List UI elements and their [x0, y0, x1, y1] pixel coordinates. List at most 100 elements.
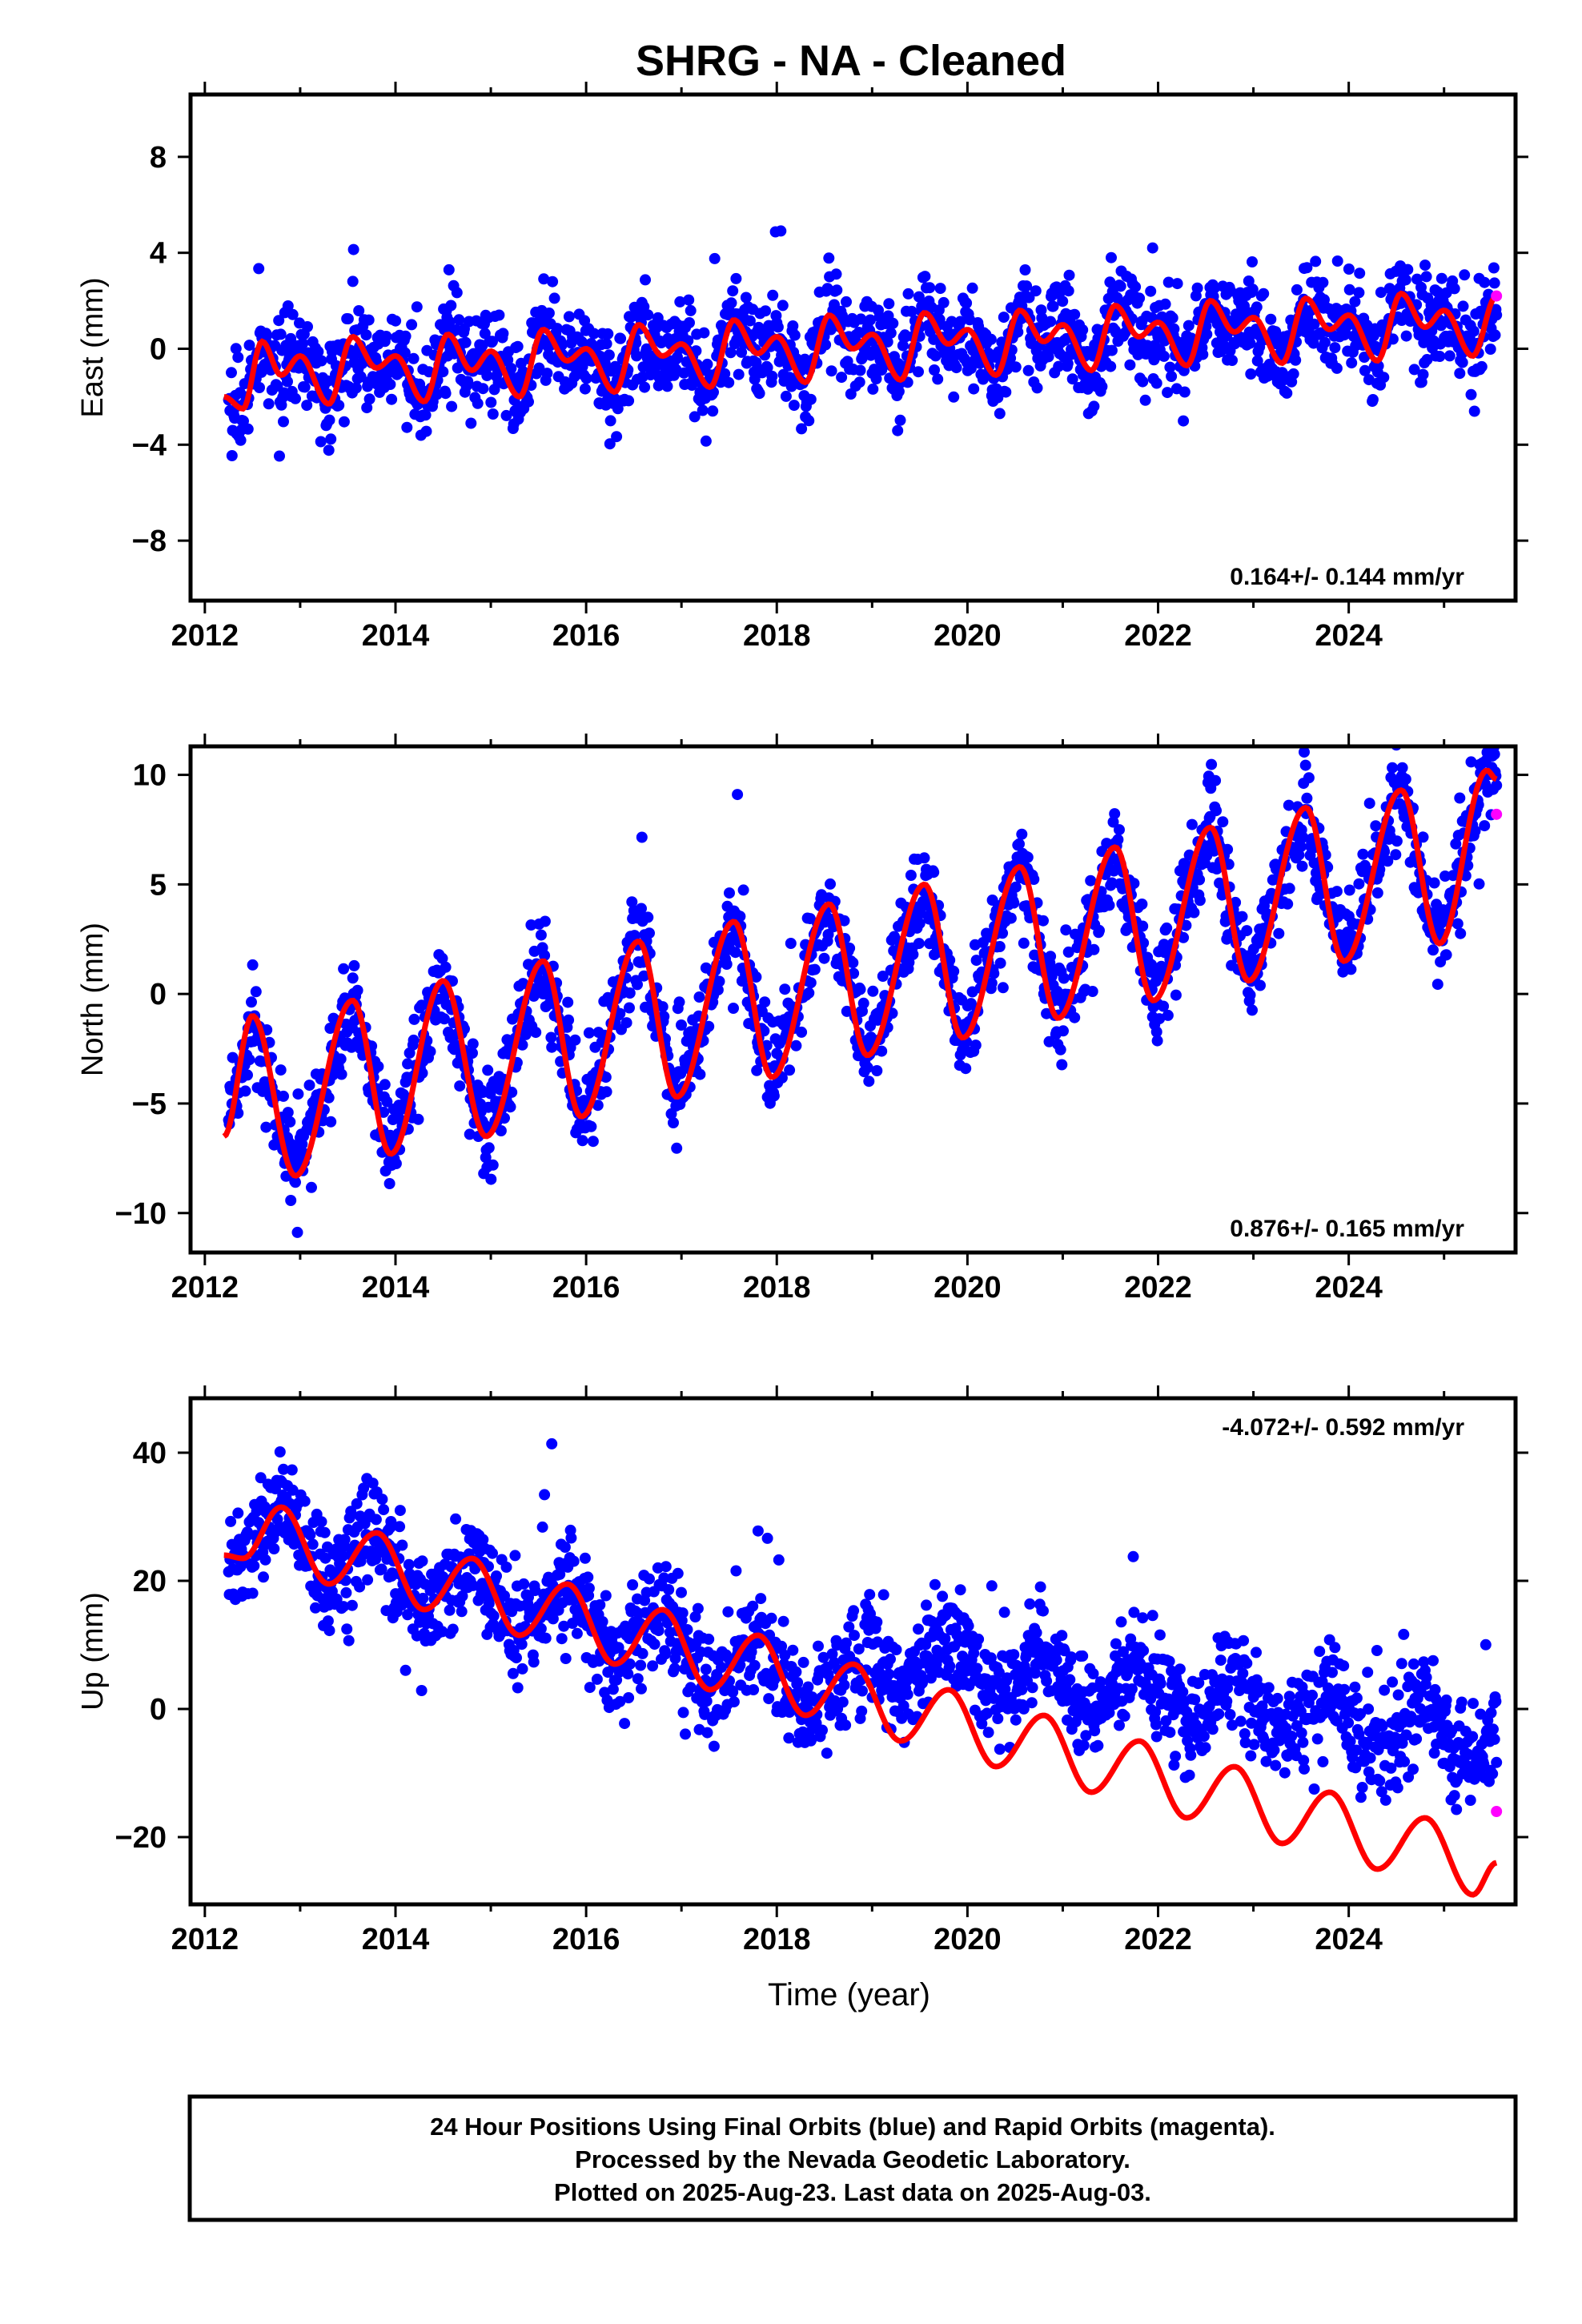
final-orbit-point: [838, 915, 850, 927]
final-orbit-point: [485, 396, 497, 408]
final-orbit-point: [813, 1640, 824, 1652]
final-orbit-point: [1016, 828, 1028, 840]
final-orbit-point: [543, 308, 555, 319]
final-orbit-point: [502, 354, 514, 366]
final-orbit-point: [1146, 242, 1158, 254]
final-orbit-point: [1182, 320, 1195, 332]
final-orbit-point: [487, 1547, 498, 1559]
final-orbit-point: [1476, 360, 1488, 372]
final-orbit-point: [788, 400, 800, 412]
final-orbit-point: [999, 1683, 1011, 1695]
final-orbit-point: [225, 1515, 237, 1527]
final-orbit-point: [453, 314, 465, 326]
final-orbit-point: [275, 328, 287, 340]
final-orbit-point: [516, 1638, 528, 1651]
final-orbit-point: [725, 347, 737, 359]
final-orbit-point: [779, 983, 791, 995]
final-orbit-point: [399, 347, 411, 359]
final-orbit-point: [787, 1644, 799, 1656]
final-orbit-point: [890, 1644, 902, 1655]
final-orbit-point: [639, 381, 651, 393]
final-orbit-point: [1244, 989, 1256, 1001]
final-orbit-point: [777, 300, 789, 312]
final-orbit-point: [226, 367, 237, 379]
final-orbit-point: [1159, 298, 1171, 310]
y-tick-label: −10: [115, 1197, 167, 1231]
final-orbit-point: [1019, 264, 1031, 275]
final-orbit-point: [1354, 267, 1366, 279]
final-orbit-point: [1194, 895, 1206, 907]
y-tick-label: 10: [133, 759, 167, 793]
final-orbit-point: [232, 352, 244, 364]
final-orbit-point: [401, 421, 413, 433]
final-orbit-point: [370, 1514, 382, 1526]
final-orbit-point: [736, 346, 748, 358]
final-orbit-point: [809, 963, 821, 975]
final-orbit-point: [805, 977, 817, 989]
final-orbit-point: [563, 311, 575, 323]
final-orbit-point: [347, 972, 359, 984]
final-orbit-point: [497, 328, 509, 340]
final-orbit-point: [716, 1662, 727, 1673]
final-orbit-point: [640, 274, 651, 286]
final-orbit-point: [1107, 816, 1119, 828]
final-orbit-point: [408, 1034, 420, 1046]
final-orbit-point: [347, 243, 359, 255]
final-orbit-point: [1031, 382, 1043, 394]
final-orbit-point: [1086, 986, 1098, 997]
final-orbit-point: [1150, 1026, 1162, 1038]
final-orbit-point: [642, 309, 654, 321]
final-orbit-point: [1138, 1645, 1150, 1657]
final-orbit-point: [1251, 355, 1263, 367]
final-orbit-point: [1109, 808, 1121, 820]
final-orbit-point: [509, 1550, 521, 1562]
final-orbit-point: [591, 1673, 603, 1685]
final-orbit-point: [301, 400, 313, 412]
final-orbit-point: [500, 409, 512, 421]
final-orbit-point: [1078, 1739, 1090, 1751]
final-orbit-point: [565, 1532, 577, 1544]
final-orbit-point: [1296, 860, 1308, 872]
final-orbit-point: [961, 297, 973, 309]
y-tick-label: 5: [150, 868, 167, 902]
final-orbit-point: [583, 1027, 595, 1039]
final-orbit-point: [358, 1482, 370, 1494]
x-tick-label: 2014: [362, 619, 430, 653]
final-orbit-point: [362, 1574, 374, 1586]
final-orbit-point: [885, 327, 897, 339]
final-orbit-point: [755, 1593, 767, 1605]
final-orbit-point: [1047, 300, 1059, 312]
final-orbit-point: [594, 1599, 606, 1610]
final-orbit-point: [306, 1181, 317, 1193]
final-orbit-point: [853, 1643, 865, 1655]
final-orbit-point: [1056, 1630, 1068, 1642]
final-orbit-point: [998, 1606, 1010, 1618]
final-orbit-point: [487, 1159, 499, 1171]
final-orbit-point: [604, 415, 616, 427]
final-orbit-point: [1206, 758, 1218, 770]
final-orbit-point: [1402, 263, 1414, 275]
final-orbit-point: [343, 1634, 355, 1647]
final-orbit-point: [312, 346, 324, 358]
final-orbit-point: [325, 433, 337, 445]
final-orbit-point: [1287, 368, 1299, 380]
final-orbit-point: [820, 339, 832, 351]
final-orbit-point: [913, 918, 926, 930]
final-orbit-point: [997, 927, 1009, 939]
final-orbit-point: [1473, 878, 1485, 890]
final-orbit-point: [612, 1642, 624, 1654]
final-orbit-point: [929, 1578, 941, 1590]
final-orbit-point: [1387, 333, 1399, 345]
final-orbit-point: [353, 305, 365, 316]
final-orbit-point: [255, 1472, 267, 1484]
final-orbit-point: [626, 896, 638, 908]
final-orbit-point: [1114, 1719, 1125, 1731]
final-orbit-point: [516, 1039, 528, 1051]
final-orbit-point: [487, 336, 498, 348]
final-orbit-point: [1222, 843, 1234, 855]
final-orbit-point: [462, 376, 474, 388]
final-orbit-point: [881, 336, 893, 348]
final-orbit-point: [273, 315, 285, 327]
final-orbit-point: [1456, 356, 1468, 368]
rate-label: 0.164+/- 0.144 mm/yr: [1230, 564, 1464, 590]
